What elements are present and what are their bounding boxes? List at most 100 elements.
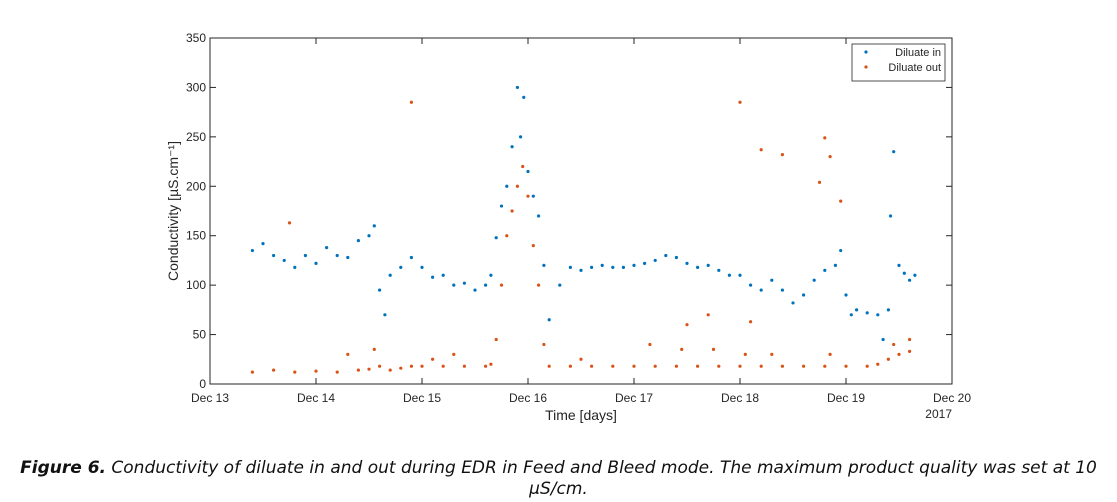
data-point — [653, 364, 657, 368]
data-point — [282, 258, 286, 263]
data-point — [372, 347, 376, 351]
data-point — [522, 95, 526, 99]
conductivity-chart: Dec 13 Dec 14 Dec 15 Dec 16 Dec 17 Dec 18 Dec … — [165, 31, 971, 423]
legend-box — [851, 43, 946, 82]
data-point — [494, 236, 498, 240]
data-point — [908, 278, 912, 282]
series-1 — [250, 100, 912, 374]
data-point — [590, 265, 594, 269]
data-point — [780, 153, 785, 157]
x-tick-label: Dec 20 — [933, 391, 971, 405]
data-point — [515, 85, 520, 90]
data-point — [250, 370, 254, 374]
data-point — [293, 370, 297, 374]
data-point — [674, 364, 679, 368]
data-point — [780, 288, 785, 292]
data-point — [643, 261, 647, 265]
data-point — [489, 273, 493, 277]
data-point — [892, 150, 896, 154]
figure-caption-label: Figure 6. — [20, 458, 106, 478]
data-point — [462, 281, 466, 285]
data-point — [828, 155, 832, 159]
data-point — [531, 244, 535, 248]
data-point — [272, 253, 276, 258]
x-tick-label: Dec 17 — [615, 391, 653, 405]
data-point — [452, 283, 456, 287]
figure-caption: Figure 6. Conductivity of diluate in and… — [0, 458, 1117, 500]
data-point — [908, 337, 912, 342]
plot-frame — [209, 37, 953, 385]
data-point — [399, 265, 403, 269]
data-point — [611, 364, 615, 368]
data-point — [568, 265, 573, 269]
data-point — [844, 364, 848, 368]
data-point — [505, 184, 509, 188]
data-point — [303, 253, 307, 258]
data-point — [261, 242, 265, 246]
data-point — [537, 283, 541, 287]
data-point — [849, 313, 853, 317]
data-point — [378, 288, 382, 292]
data-point — [717, 364, 721, 368]
data-point — [855, 308, 859, 312]
data-point — [346, 255, 350, 260]
data-point — [367, 234, 371, 238]
data-point — [537, 214, 541, 218]
data-point — [833, 263, 838, 267]
x-tick-label: Dec 13 — [191, 391, 229, 405]
legend-label: Diluate out — [888, 62, 941, 74]
data-point — [558, 283, 562, 287]
data-point — [743, 352, 747, 356]
y-tick-label: 0 — [199, 377, 206, 391]
data-point — [462, 364, 466, 368]
data-point — [409, 100, 413, 104]
data-point — [759, 148, 763, 152]
data-point — [738, 273, 742, 277]
data-point — [356, 239, 360, 243]
data-point — [632, 364, 636, 368]
data-point — [409, 255, 413, 260]
data-point — [526, 169, 530, 174]
data-point — [531, 194, 535, 198]
y-tick-label: 100 — [186, 278, 206, 292]
data-point — [518, 135, 523, 139]
data-point — [409, 364, 413, 368]
data-point — [711, 347, 716, 351]
data-point — [839, 199, 843, 203]
data-point — [484, 364, 488, 368]
data-layer — [250, 85, 917, 374]
data-point — [494, 337, 498, 342]
data-point — [314, 369, 318, 373]
data-point — [886, 357, 891, 361]
x-tick-label: Dec 14 — [297, 391, 335, 405]
x-tick-label: Dec 18 — [721, 391, 759, 405]
data-point — [749, 283, 753, 287]
data-point — [378, 364, 382, 368]
data-point — [876, 362, 880, 366]
data-point — [484, 283, 488, 287]
legend: Diluate in Diluate out — [851, 43, 946, 82]
data-point — [521, 164, 525, 169]
x-tick-label: Dec 16 — [509, 391, 547, 405]
series-0 — [250, 85, 917, 342]
data-point — [542, 342, 546, 347]
data-point — [441, 273, 445, 277]
data-point — [823, 364, 827, 368]
data-point — [881, 337, 885, 342]
data-point — [696, 265, 700, 269]
data-point — [431, 357, 435, 361]
data-point — [865, 311, 869, 315]
data-point — [293, 265, 297, 269]
data-point — [499, 204, 504, 208]
y-axis: 0 50 100 150 200 250 300 350 — [186, 31, 952, 391]
data-point — [335, 253, 339, 258]
data-point — [473, 288, 477, 292]
data-point — [441, 364, 445, 368]
data-point — [892, 342, 896, 347]
data-point — [664, 253, 668, 258]
data-point — [547, 364, 551, 368]
data-point — [632, 263, 636, 267]
data-point — [897, 263, 901, 267]
data-point — [505, 234, 509, 238]
data-point — [287, 221, 292, 225]
